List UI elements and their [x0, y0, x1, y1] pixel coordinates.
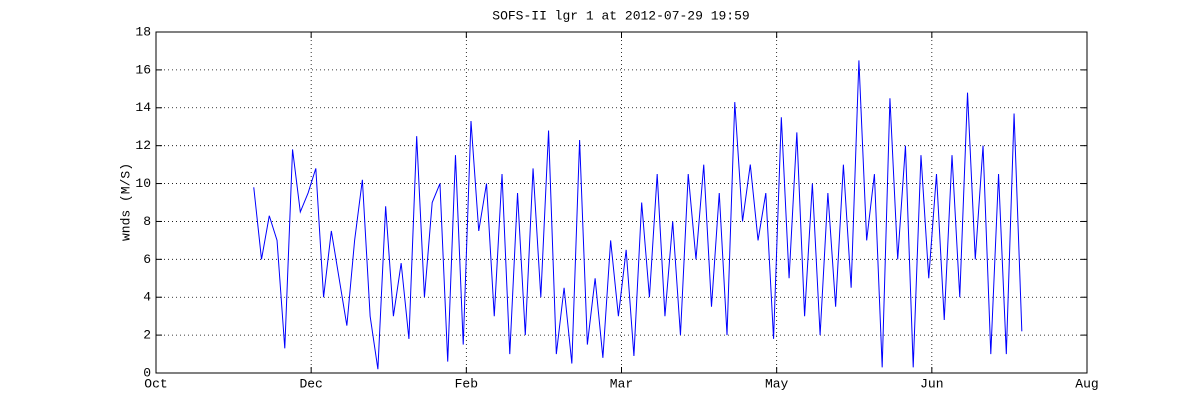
x-tick-label: Dec: [299, 376, 322, 391]
y-tick-label: 16: [135, 62, 151, 77]
y-tick-label: 2: [143, 328, 151, 343]
x-tick-label: May: [765, 376, 789, 391]
chart-title: SOFS-II lgr 1 at 2012-07-29 19:59: [492, 8, 749, 23]
y-tick-label: 12: [135, 138, 151, 153]
x-tick-label: Aug: [1075, 376, 1098, 391]
y-tick-label: 4: [143, 290, 151, 305]
y-tick-label: 6: [143, 252, 151, 267]
plot-frame: [155, 31, 1088, 374]
y-tick-label: 14: [135, 100, 151, 115]
x-tick-label: Oct: [144, 376, 167, 391]
y-tick-label: 0: [143, 365, 151, 380]
x-tick-label: Feb: [455, 376, 478, 391]
x-tick-label: Mar: [610, 376, 633, 391]
x-tick-label: Jun: [920, 376, 943, 391]
series-line: [253, 60, 1023, 370]
y-tick-label: 18: [135, 24, 151, 39]
y-axis-label: wnds (M/S): [118, 163, 133, 241]
y-tick-label: 10: [135, 176, 151, 191]
y-tick-label: 8: [143, 214, 151, 229]
